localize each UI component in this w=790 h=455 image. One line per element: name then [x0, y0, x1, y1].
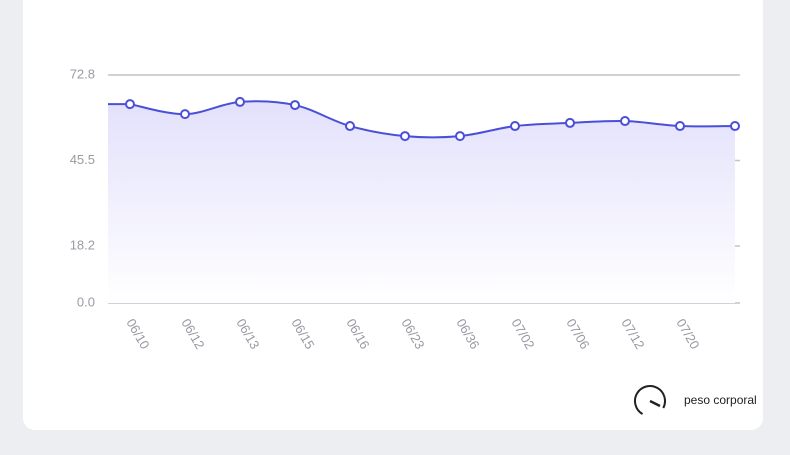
y-tick-label: 45.5: [70, 152, 95, 167]
point: [675, 121, 685, 132]
point: [345, 121, 355, 132]
y-tick-label: 72.8: [70, 66, 95, 81]
legend-icon-needle: [649, 399, 661, 408]
legend-icon: [634, 385, 666, 417]
legend: peso corporal: [634, 385, 757, 417]
point: [730, 121, 740, 132]
point: [620, 116, 630, 127]
y-tick-label: 18.2: [70, 237, 95, 252]
y-tick-label: 0.0: [77, 294, 95, 309]
area: [108, 101, 735, 304]
point: [235, 96, 245, 107]
point: [400, 131, 410, 142]
point: [180, 109, 190, 120]
point: [455, 131, 465, 142]
legend-label: peso corporal: [684, 393, 757, 407]
point: [290, 100, 300, 111]
point: [565, 117, 575, 128]
point: [125, 99, 135, 110]
point: [510, 121, 520, 132]
